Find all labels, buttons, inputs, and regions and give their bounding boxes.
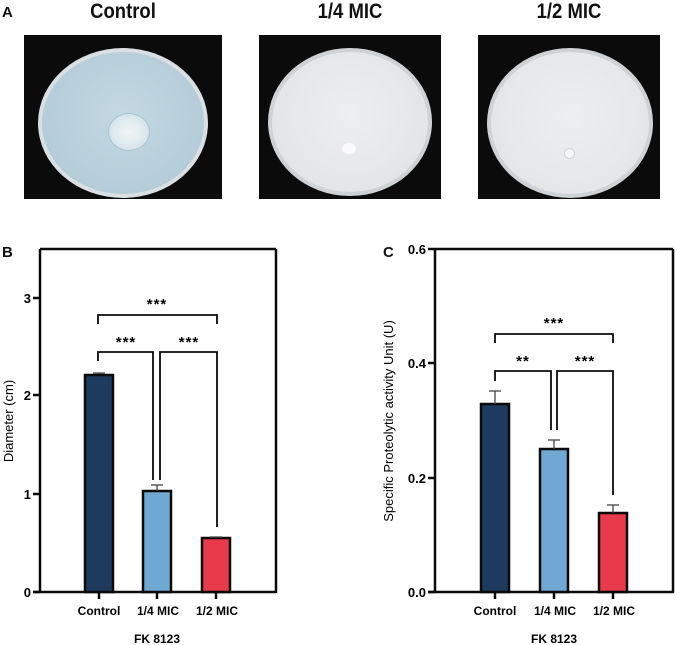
plate-title-quarter-mic: 1/4 MIC	[317, 0, 383, 23]
clear-zone	[342, 143, 356, 154]
y-axis-label-b: Diameter (cm)	[1, 380, 16, 462]
svg-text:***: ***	[179, 334, 200, 351]
svg-text:1/4 MIC: 1/4 MIC	[137, 604, 179, 618]
svg-text:1/2 MIC: 1/2 MIC	[196, 604, 238, 618]
svg-text:***: ***	[575, 353, 596, 370]
significance-labels-b: *** *** ***	[116, 296, 200, 351]
svg-text:1: 1	[24, 487, 31, 502]
panel-b-letter: B	[2, 244, 13, 261]
significance-labels-c: *** ** ***	[516, 315, 596, 370]
significance-brackets-b	[97, 314, 218, 527]
x-axis-ticks-c	[493, 592, 615, 599]
svg-text:***: ***	[116, 334, 137, 351]
plate-title-half-mic: 1/2 MIC	[536, 0, 602, 23]
svg-text:1/2 MIC: 1/2 MIC	[593, 604, 635, 618]
panel-a-letter: A	[2, 4, 13, 21]
y-axis-ticks-b	[33, 296, 40, 594]
x-axis-label-c: FK 8123	[531, 632, 577, 645]
svg-text:**: **	[516, 353, 530, 370]
plate-title-control: Control	[90, 0, 156, 23]
svg-text:1/4 MIC: 1/4 MIC	[534, 604, 576, 618]
svg-text:2: 2	[24, 388, 31, 403]
y-axis-ticks-c	[428, 247, 435, 594]
svg-text:***: ***	[544, 315, 565, 332]
error-bars-c	[489, 390, 619, 513]
svg-text:0.6: 0.6	[408, 242, 426, 257]
svg-text:0.2: 0.2	[408, 471, 426, 486]
svg-text:Control: Control	[78, 604, 121, 618]
bar-half-mic-b	[200, 536, 232, 594]
bar-control-b	[83, 373, 115, 594]
clear-zone	[564, 148, 575, 159]
error-bars-b	[93, 372, 222, 538]
x-tick-labels-c: Control 1/4 MIC 1/2 MIC	[474, 604, 636, 618]
y-tick-labels-c: 0.0 0.2 0.4 0.6	[408, 242, 427, 600]
significance-brackets-c	[494, 333, 614, 495]
plate-photo-control	[24, 35, 222, 199]
plate-photo-quarter-mic	[259, 35, 441, 199]
petri-dish-agar	[272, 52, 428, 192]
x-axis-ticks-b	[97, 592, 218, 599]
panel-c-letter: C	[383, 244, 394, 261]
svg-text:0.4: 0.4	[408, 356, 427, 371]
x-tick-labels-b: Control 1/4 MIC 1/2 MIC	[78, 604, 239, 618]
plot-frame-c	[428, 247, 675, 594]
svg-text:0: 0	[24, 585, 31, 600]
bar-quarter-mic-c	[538, 447, 570, 594]
y-axis-label-c: Specific Proteolytic activity Unit (U)	[381, 320, 396, 522]
plate-photo-half-mic	[478, 35, 660, 199]
bar-half-mic-c	[597, 511, 629, 594]
clear-zone	[108, 113, 150, 151]
plot-frame-b	[33, 247, 278, 594]
svg-text:3: 3	[24, 291, 31, 306]
svg-text:0.0: 0.0	[408, 585, 426, 600]
y-tick-labels-b: 0 1 2 3	[24, 291, 31, 600]
bar-control-c	[479, 402, 511, 594]
svg-text:Control: Control	[474, 604, 517, 618]
bar-quarter-mic-b	[141, 489, 173, 594]
petri-dish-agar	[491, 52, 649, 194]
x-axis-label-b: FK 8123	[134, 632, 180, 645]
svg-text:***: ***	[147, 296, 168, 313]
